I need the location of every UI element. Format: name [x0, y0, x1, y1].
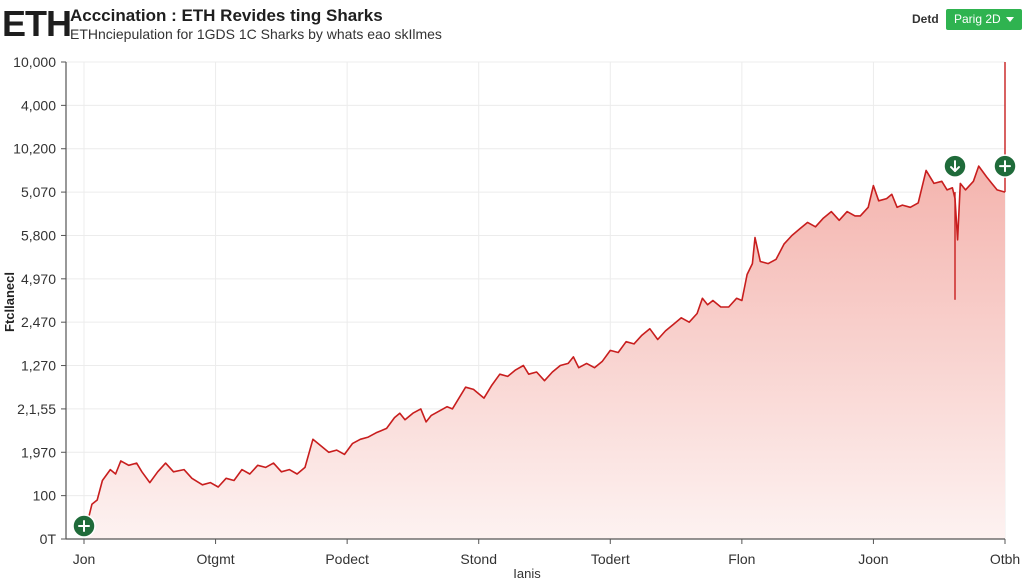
- chevron-down-icon: [1005, 17, 1014, 22]
- chart-title: Acccination : ETH Revides ting Sharks: [70, 6, 383, 25]
- x-axis-title: Ianis: [513, 566, 541, 581]
- y-tick-label: 1,970: [21, 444, 56, 460]
- y-tick-label: 0T: [40, 531, 57, 547]
- plus-icon: [78, 519, 90, 532]
- x-tick-label: Flon: [728, 551, 755, 567]
- chart-subtitle: ETHnciepulation for 1GDS 1C Sharks by wh…: [70, 26, 442, 42]
- y-tick-label: 4,000: [21, 97, 56, 113]
- x-axis-ticks: Jon Otgmt Podect Stond Todert Flon Joon Otbh: [73, 539, 1020, 567]
- x-tick-label: Jon: [73, 551, 96, 567]
- x-tick-label: Joon: [858, 551, 888, 567]
- x-tick-label: Todert: [591, 551, 630, 567]
- y-tick-label: 5,070: [21, 184, 56, 200]
- y-axis-ticks: 0T 100 1,970 2,1,55 1,270 2,470 4,970 5,800 5,07…: [13, 54, 66, 547]
- price-area-fill: [86, 166, 1006, 539]
- x-tick-label: Stond: [460, 551, 497, 567]
- eth-logo: ETH: [2, 3, 72, 44]
- range-dropdown-button[interactable]: Parig 2D: [946, 9, 1022, 30]
- detail-label: Detd: [912, 12, 939, 26]
- y-tick-label: 1,270: [21, 358, 56, 374]
- sell-marker[interactable]: [943, 154, 967, 178]
- y-tick-label: 10,000: [13, 54, 56, 70]
- y-tick-label: 2,1,55: [17, 401, 56, 417]
- y-tick-label: 5,800: [21, 227, 56, 243]
- y-tick-label: 100: [33, 488, 57, 504]
- y-tick-label: 4,970: [21, 271, 56, 287]
- y-axis-title: Ftcllanecl: [2, 272, 17, 332]
- x-tick-label: Otgmt: [197, 551, 235, 567]
- axes: [65, 62, 1005, 540]
- x-tick-label: Podect: [325, 551, 369, 567]
- x-tick-label: Otbh: [990, 551, 1020, 567]
- y-tick-label: 10,200: [13, 141, 56, 157]
- buy-marker[interactable]: [72, 514, 96, 538]
- range-dropdown-label: Parig 2D: [954, 12, 1001, 26]
- buy-marker[interactable]: [993, 154, 1017, 178]
- chart-header: ETH Acccination : ETH Revides ting Shark…: [0, 0, 1024, 48]
- plus-icon: [999, 160, 1011, 173]
- trade-markers: [72, 62, 1017, 538]
- price-line: [85, 165, 1006, 527]
- y-tick-label: 2,470: [21, 314, 56, 330]
- arrow-down-icon: [950, 160, 961, 173]
